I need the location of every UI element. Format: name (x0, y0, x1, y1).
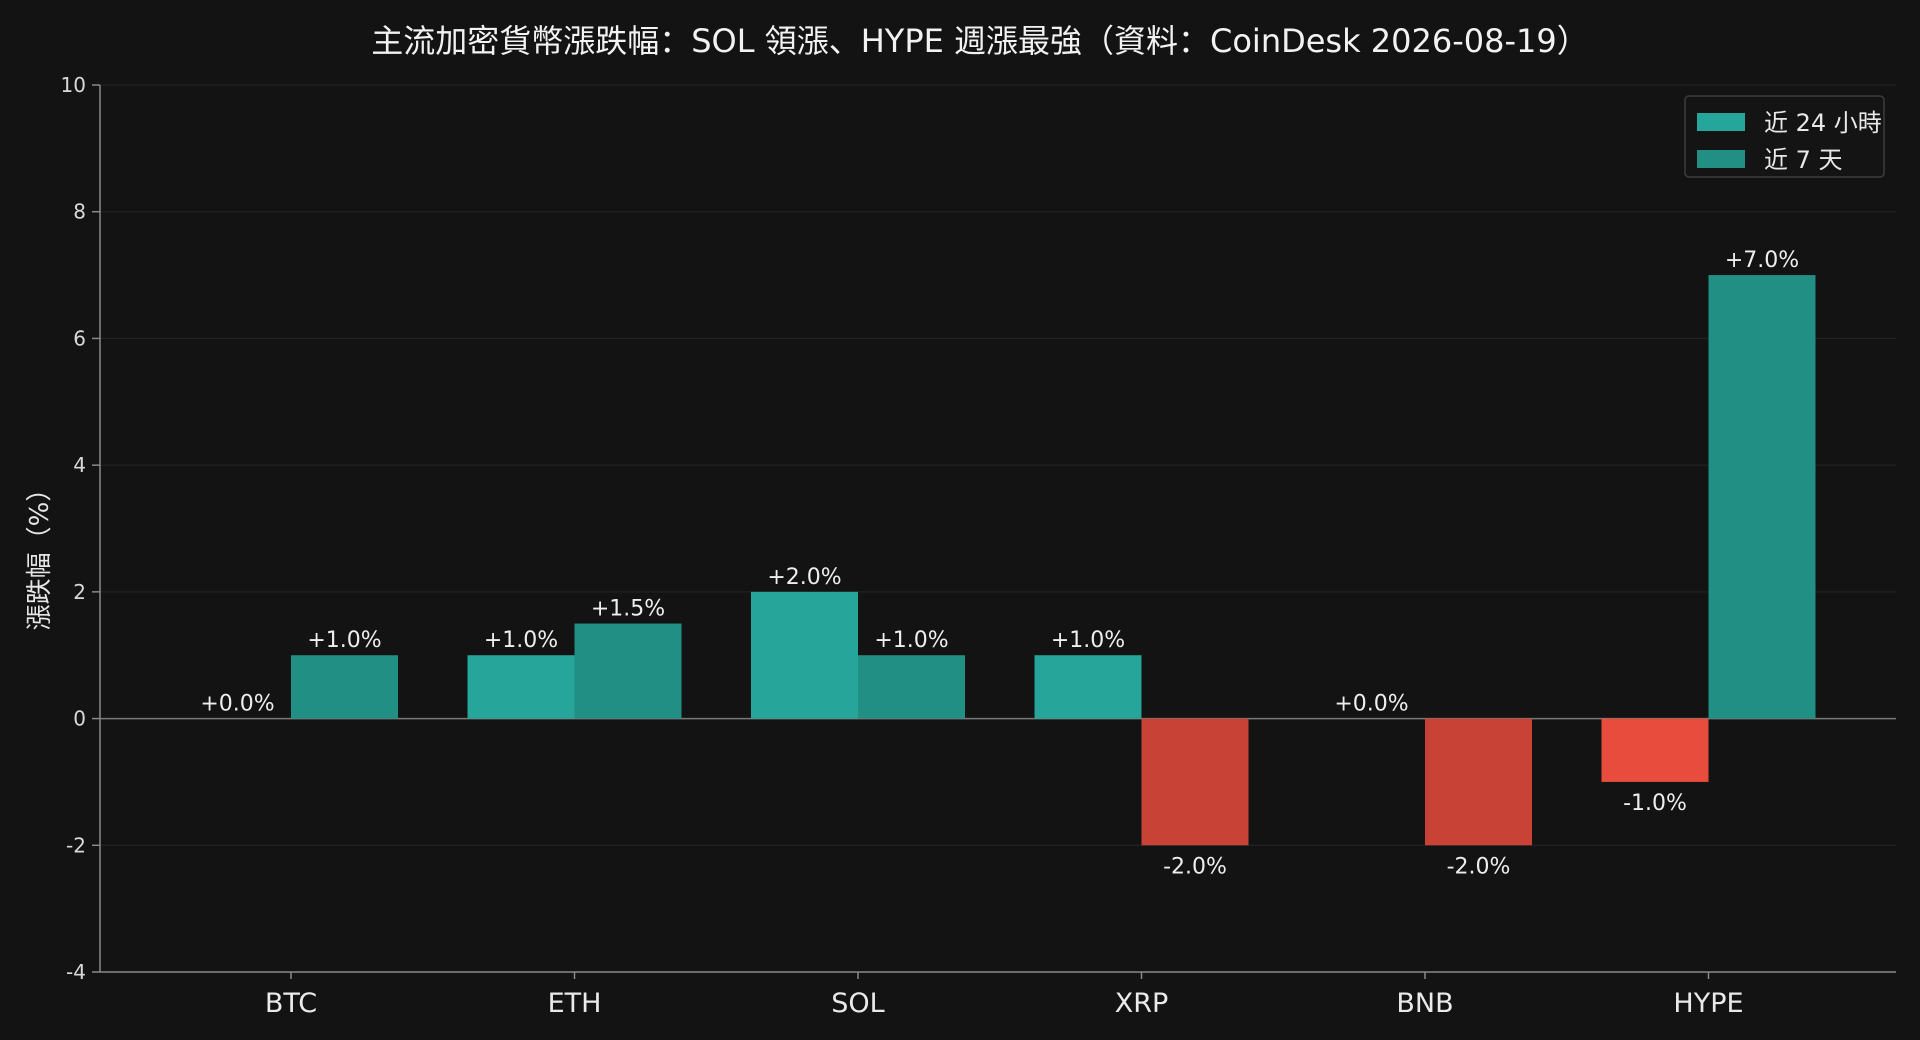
data-label: +0.0% (200, 692, 274, 717)
bar (574, 623, 682, 719)
y-tick-label: 8 (73, 200, 86, 224)
bars (291, 275, 1816, 846)
legend: 近 24 小時近 7 天 (1684, 95, 1885, 178)
bar (1034, 655, 1142, 719)
bar (467, 655, 575, 719)
x-tick-label: ETH (548, 988, 602, 1019)
bar (1708, 275, 1816, 719)
data-label: -2.0% (1447, 854, 1511, 879)
legend-swatch (1697, 113, 1745, 131)
data-label: +1.5% (591, 597, 665, 622)
bar (1425, 718, 1532, 846)
x-tick-label: BTC (265, 988, 317, 1019)
bar (751, 591, 858, 719)
x-tick-label: SOL (831, 988, 884, 1019)
x-tick-label: BNB (1396, 988, 1453, 1019)
data-label: +1.0% (874, 628, 948, 653)
data-label: +1.0% (307, 628, 381, 653)
bar (1141, 718, 1249, 846)
data-label: +2.0% (767, 565, 841, 590)
data-label: -2.0% (1163, 854, 1227, 879)
x-tick-label: HYPE (1673, 988, 1743, 1019)
y-tick-label: 10 (61, 73, 86, 97)
data-label: +1.0% (1051, 628, 1125, 653)
y-tick-label: -2 (66, 833, 86, 857)
axes: -4 -2 0 2 4 6 8 10 BTC ETH SOL XRP BNB HYPE (61, 73, 1896, 1019)
y-axis-label: 漲跌幅（%） (25, 476, 55, 631)
y-tick-label: -4 (66, 960, 86, 984)
x-tick-label: XRP (1115, 988, 1169, 1019)
data-label: -1.0% (1623, 791, 1687, 816)
legend-swatch (1697, 150, 1745, 168)
data-label: +7.0% (1725, 248, 1799, 273)
chart-title: 主流加密貨幣漲跌幅：SOL 領漲、HYPE 週漲最強（資料：CoinDesk 2… (371, 22, 1589, 60)
grid-lines (100, 84, 1896, 846)
y-tick-label: 4 (73, 453, 86, 477)
data-label: +1.0% (484, 628, 558, 653)
data-labels: +0.0% +1.0% +2.0% +1.0% +0.0% -1.0% +1.0% +1.5%… (200, 248, 1799, 879)
bar (1601, 718, 1709, 782)
bar (291, 655, 398, 719)
data-label: +0.0% (1334, 692, 1408, 717)
y-tick-label: 2 (73, 580, 86, 604)
y-tick-label: 6 (73, 326, 86, 350)
legend-label: 近 24 小時 (1764, 109, 1882, 137)
legend-label: 近 7 天 (1764, 146, 1843, 174)
y-tick-label: 0 (73, 707, 86, 731)
bar (858, 655, 965, 719)
